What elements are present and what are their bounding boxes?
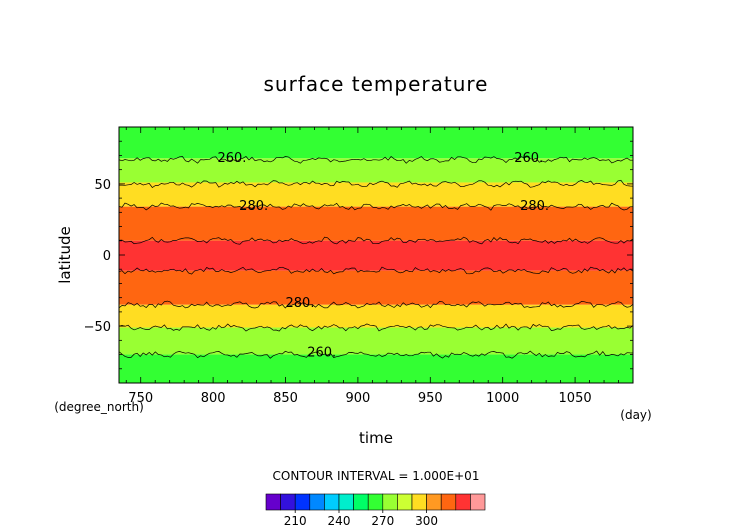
- temperature-band: [119, 158, 633, 183]
- colorbar-swatch: [382, 493, 398, 511]
- contour-line: [119, 236, 633, 245]
- temperature-band: [119, 270, 633, 305]
- temperature-band: [119, 240, 633, 271]
- contour-line: [119, 156, 633, 164]
- colorbar-swatch: [324, 493, 340, 511]
- colorbar-swatch: [280, 493, 296, 511]
- contour-label: 260.: [307, 346, 336, 361]
- temperature-band: [119, 206, 633, 241]
- temperature-band: [119, 127, 633, 159]
- colorbar-swatch: [353, 493, 369, 511]
- x-tick-label: 950: [418, 391, 443, 406]
- chart-title: surface temperature: [264, 72, 489, 96]
- colorbar-swatch: [440, 493, 457, 511]
- plot-area: [119, 127, 633, 383]
- temperature-band: [119, 354, 633, 383]
- y-tick-label: 50: [94, 178, 111, 193]
- contour-label: 280.: [239, 199, 268, 214]
- contour-label: 280.: [520, 199, 549, 214]
- colorbar-tick-label: 300: [415, 514, 438, 528]
- colorbar-swatch: [265, 493, 281, 511]
- contour-label: 260.: [514, 151, 543, 166]
- y-axis-label: latitude: [56, 226, 74, 284]
- y-axis-unit: (degree_north): [54, 400, 144, 414]
- colorbar-swatch: [397, 493, 413, 511]
- x-axis-unit: (day): [620, 408, 651, 422]
- colorbar-swatch: [455, 493, 471, 511]
- temperature-band: [119, 304, 633, 328]
- colorbar-swatch: [294, 493, 311, 511]
- x-tick-label: 1000: [486, 391, 519, 406]
- x-tick-label: 800: [201, 391, 226, 406]
- contour-line: [119, 179, 633, 188]
- y-tick-label: −50: [84, 320, 111, 335]
- contour-labels: 260. 260. 280. 280. 280. 260.: [217, 151, 549, 361]
- colorbar-tick-label: 240: [328, 514, 351, 528]
- x-axis-ticks: 750 800 850 900 950 1000 1050: [125, 127, 634, 406]
- contour-line: [119, 350, 633, 359]
- y-tick-label: 0: [103, 249, 111, 264]
- plot-inner: [119, 127, 633, 383]
- colorbar-swatch: [470, 493, 486, 511]
- colorbar-swatch: [338, 493, 354, 511]
- x-axis-label: time: [359, 429, 393, 447]
- temperature-band: [119, 327, 633, 355]
- x-tick-label: 750: [128, 391, 153, 406]
- contour-line: [119, 300, 633, 309]
- contour-label: 260.: [217, 151, 246, 166]
- x-tick-label: 850: [273, 391, 298, 406]
- contour-label: 280.: [286, 296, 315, 311]
- colorbar: 210 240 270 300: [265, 493, 486, 528]
- y-axis-ticks: −50 0 50: [84, 140, 633, 370]
- colorbar-swatch: [309, 493, 325, 511]
- x-tick-label: 900: [345, 391, 370, 406]
- contour-line: [119, 323, 633, 332]
- colorbar-swatch: [411, 493, 427, 511]
- temperature-band: [119, 182, 633, 207]
- contour-line: [119, 266, 633, 275]
- colorbar-swatch: [426, 493, 442, 511]
- colorbar-tick-label: 210: [284, 514, 307, 528]
- contour-interval-text: CONTOUR INTERVAL = 1.000E+01: [273, 469, 480, 483]
- contour-line: [119, 202, 633, 211]
- colorbar-tick-label: 270: [371, 514, 394, 528]
- x-tick-label: 1050: [559, 391, 592, 406]
- colorbar-swatch: [367, 493, 384, 511]
